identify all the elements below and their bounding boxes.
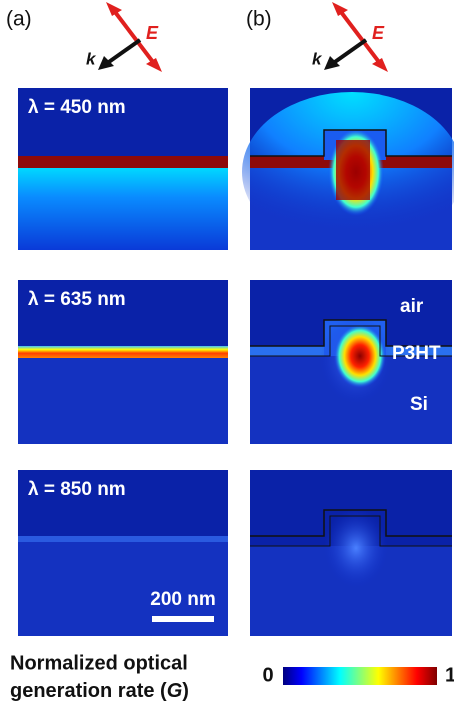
k-label: k: [312, 49, 323, 68]
polarization-icon: E k: [86, 2, 162, 72]
wavelength-label: λ = 635 nm: [28, 289, 126, 310]
wavelength-label: λ = 450 nm: [28, 97, 126, 118]
field-map: [250, 470, 452, 636]
title-part: generation rate (: [10, 680, 167, 702]
field-map: [242, 88, 454, 252]
colorbar-title: generation rate (G): [10, 680, 189, 702]
figure: (a) (b) E k E k: [0, 0, 454, 704]
colorbar: [283, 667, 437, 685]
material-label: Si: [410, 394, 428, 415]
wavelength-label: λ = 850 nm: [28, 479, 126, 500]
colorbar-title: Normalized optical: [10, 652, 188, 674]
polarization-icon: E k: [312, 2, 388, 72]
scale-label: 200 nm: [150, 589, 215, 610]
title-symbol: G: [167, 680, 183, 702]
e-label: E: [372, 23, 385, 43]
title-part: ): [182, 680, 189, 702]
panel-label: (a): [6, 8, 32, 31]
colorbar-min: 0: [262, 664, 273, 686]
material-label: P3HT: [392, 343, 441, 364]
panel-label: (b): [246, 8, 272, 31]
e-label: E: [146, 23, 159, 43]
scale-bar: [152, 616, 214, 622]
k-label: k: [86, 49, 97, 68]
material-label: air: [400, 296, 424, 317]
field-map: air P3HT Si: [250, 280, 452, 444]
colorbar-max: 1: [445, 664, 454, 686]
